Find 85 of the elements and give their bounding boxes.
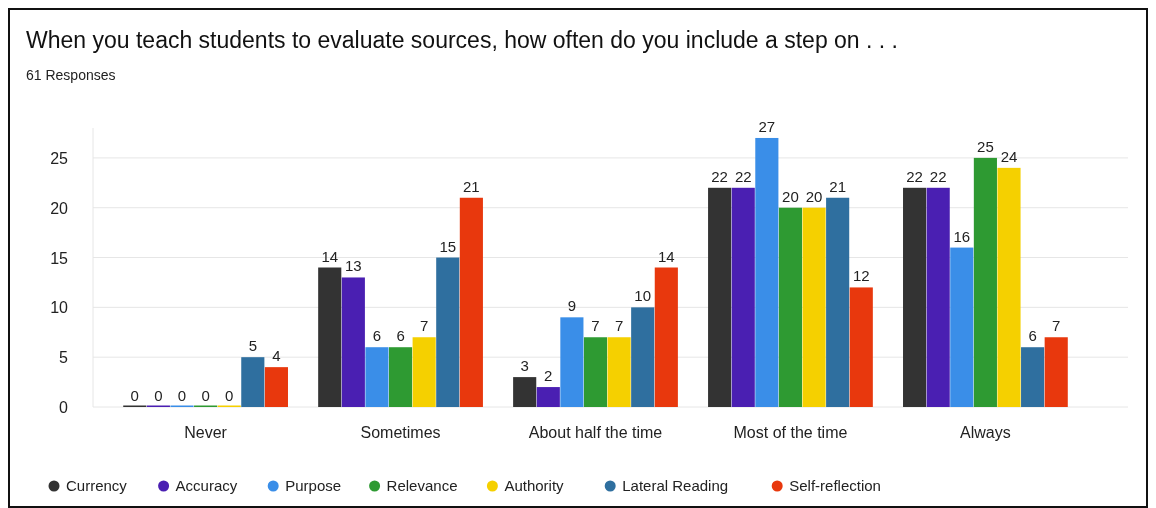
data-label: 24 xyxy=(1000,147,1018,165)
data-label: 14 xyxy=(657,247,675,265)
data-label: 22 xyxy=(734,167,752,185)
legend-label: Relevance xyxy=(386,477,458,494)
data-label: 22 xyxy=(906,167,923,185)
legend-label: Self-reflection xyxy=(789,477,881,494)
data-label: 22 xyxy=(929,167,947,185)
data-label: 7 xyxy=(1052,317,1061,335)
data-label: 14 xyxy=(321,247,339,265)
bar xyxy=(802,207,826,407)
data-label: 22 xyxy=(711,167,728,185)
bar xyxy=(708,187,732,407)
bar xyxy=(607,337,631,407)
data-label: 7 xyxy=(614,317,624,335)
legend-label: Purpose xyxy=(285,477,342,494)
bar xyxy=(826,197,850,407)
data-label: 7 xyxy=(419,317,429,335)
data-label: 27 xyxy=(758,117,776,135)
data-label: 20 xyxy=(805,187,823,205)
bar xyxy=(341,277,365,407)
data-label: 21 xyxy=(829,177,846,195)
data-label: 5 xyxy=(248,337,257,355)
data-label: 0 xyxy=(130,387,139,404)
data-label: 15 xyxy=(439,237,457,255)
data-label: 7 xyxy=(591,317,600,335)
data-label: 9 xyxy=(567,297,577,315)
x-tick-label: Most of the time xyxy=(733,424,848,441)
y-tick-label: 5 xyxy=(59,349,69,367)
bar xyxy=(973,157,997,407)
y-tick-label: 20 xyxy=(50,199,69,217)
bar xyxy=(388,347,413,407)
bar xyxy=(1021,347,1045,407)
bar xyxy=(731,187,755,407)
y-tick-label: 25 xyxy=(50,149,69,167)
data-label: 0 xyxy=(177,387,187,404)
x-tick-label: About half the time xyxy=(528,424,663,441)
bar xyxy=(365,347,389,407)
chart-title: When you teach students to evaluate sources, how often do you include a step on . . . xyxy=(26,27,898,53)
bar xyxy=(778,207,803,407)
data-label: 2 xyxy=(544,367,553,385)
bar xyxy=(536,387,560,407)
bar xyxy=(1044,337,1068,407)
bar xyxy=(264,367,288,407)
bar xyxy=(459,197,483,407)
data-label: 6 xyxy=(372,327,382,345)
legend-label: Lateral Reading xyxy=(622,477,729,494)
data-label: 20 xyxy=(782,187,799,205)
data-label: 6 xyxy=(1028,327,1037,345)
data-label: 3 xyxy=(520,357,529,375)
data-label: 10 xyxy=(634,287,652,305)
data-label: 0 xyxy=(201,387,210,404)
y-tick-label: 0 xyxy=(59,399,69,416)
bar xyxy=(950,247,974,407)
bar xyxy=(583,337,608,407)
chart-subtitle: 61 Responses xyxy=(26,67,116,83)
data-label: 0 xyxy=(154,387,163,404)
x-tick-label: Always xyxy=(960,424,1011,441)
data-label: 25 xyxy=(977,137,994,155)
legend-label: Authority xyxy=(504,477,565,494)
x-tick-label: Never xyxy=(184,424,228,441)
bar xyxy=(926,187,950,407)
bar xyxy=(903,187,927,407)
bar xyxy=(631,307,655,407)
bar xyxy=(318,267,342,407)
data-label: 6 xyxy=(396,327,405,345)
data-label: 0 xyxy=(225,387,234,404)
legend-label: Currency xyxy=(66,477,128,494)
bar xyxy=(560,317,584,407)
data-label: 13 xyxy=(345,257,362,275)
bar xyxy=(849,287,873,407)
bar xyxy=(513,377,537,407)
x-tick-label: Sometimes xyxy=(360,424,441,441)
data-label: 16 xyxy=(953,227,971,245)
bar xyxy=(412,337,436,407)
data-label: 12 xyxy=(852,267,870,285)
bar xyxy=(241,357,265,407)
bar xyxy=(755,137,779,407)
y-tick-label: 10 xyxy=(50,299,69,317)
data-label: 21 xyxy=(463,177,480,195)
legend-label: Accuracy xyxy=(175,477,238,494)
bar xyxy=(654,267,678,407)
bar xyxy=(436,257,460,407)
data-label: 4 xyxy=(272,347,281,365)
bar xyxy=(997,167,1021,407)
y-tick-label: 15 xyxy=(50,249,69,267)
